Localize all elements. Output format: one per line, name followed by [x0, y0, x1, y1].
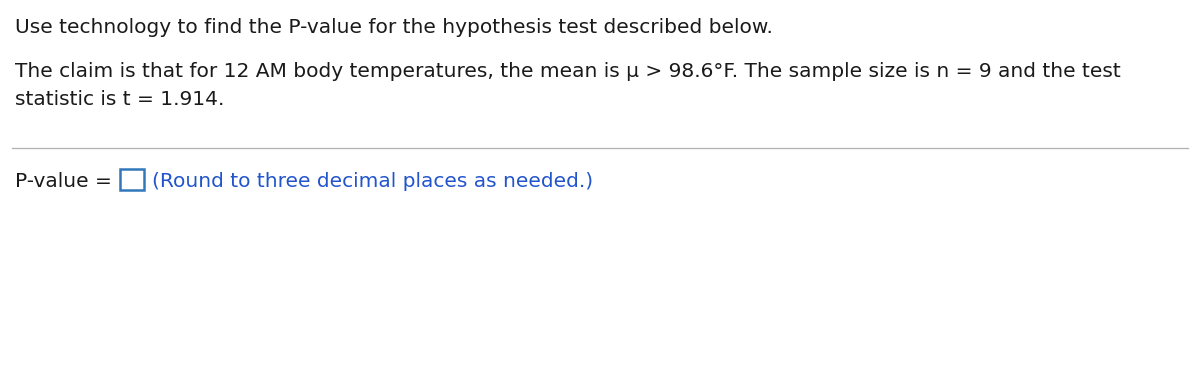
Text: Use technology to find the P-value for the hypothesis test described below.: Use technology to find the P-value for t… — [14, 18, 773, 37]
Text: The claim is that for 12 AM body temperatures, the mean is μ > 98.6°F. The sampl: The claim is that for 12 AM body tempera… — [14, 62, 1121, 81]
Bar — [120, 169, 144, 190]
Text: (Round to three decimal places as needed.): (Round to three decimal places as needed… — [152, 172, 593, 191]
Text: statistic is t = 1.914.: statistic is t = 1.914. — [14, 90, 224, 109]
Text: P-value =: P-value = — [14, 172, 119, 191]
